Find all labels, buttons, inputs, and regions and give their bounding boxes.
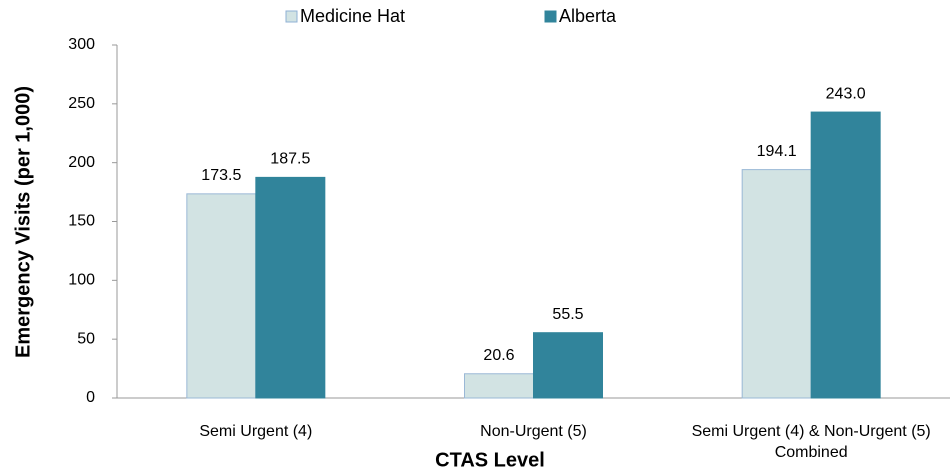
data-label: 55.5	[552, 306, 583, 323]
y-tick-label: 250	[68, 95, 95, 112]
data-label: 194.1	[757, 143, 797, 160]
legend-swatch	[285, 10, 298, 23]
bar	[810, 111, 881, 399]
legend-swatch	[544, 10, 557, 23]
data-label: 20.6	[483, 347, 514, 364]
bar	[186, 193, 257, 399]
y-tick-label: 100	[68, 272, 95, 289]
x-tick-label: Non-Urgent (5)	[480, 423, 587, 440]
data-label: 243.0	[826, 85, 866, 102]
bar	[533, 332, 603, 399]
y-tick-label: 200	[68, 154, 95, 171]
bar	[464, 373, 534, 399]
bar	[741, 169, 812, 399]
y-tick-label: 150	[68, 213, 95, 230]
x-axis-title: CTAS Level	[435, 449, 545, 471]
legend-label: Alberta	[559, 6, 617, 26]
bar	[255, 176, 326, 399]
data-label: 173.5	[201, 167, 241, 184]
y-tick-label: 0	[86, 389, 95, 406]
y-tick-label: 50	[77, 330, 95, 347]
y-tick-label: 300	[68, 36, 95, 53]
x-tick-label: Semi Urgent (4)	[199, 423, 313, 440]
y-axis-title: Emergency Visits (per 1,000)	[12, 86, 34, 358]
x-tick-label: Semi Urgent (4) & Non-Urgent (5) Combine…	[691, 423, 931, 461]
legend-label: Medicine Hat	[300, 6, 405, 26]
data-label: 187.5	[270, 151, 310, 168]
